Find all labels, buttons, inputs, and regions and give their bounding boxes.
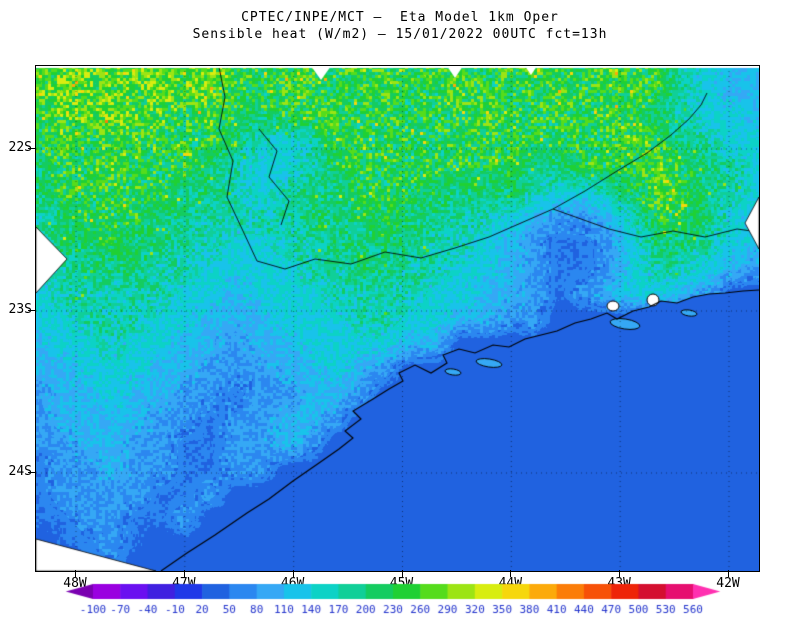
chart-titles: CPTEC/INPE/MCT — Eta Model 1km Oper Sens… bbox=[0, 9, 800, 43]
lat-tick bbox=[28, 148, 35, 149]
lat-tick bbox=[28, 310, 35, 311]
lat-tick bbox=[28, 472, 35, 473]
map-plot-frame bbox=[35, 65, 760, 572]
lon-tick bbox=[75, 570, 76, 577]
sensible-heat-field-canvas bbox=[36, 66, 759, 571]
lon-tick bbox=[292, 570, 294, 577]
chart-title-line1: CPTEC/INPE/MCT — Eta Model 1km Oper bbox=[241, 10, 559, 25]
lat-tick-label: 24S bbox=[8, 464, 32, 479]
lat-tick-label: 23S bbox=[8, 302, 32, 317]
chart-title-line2: Sensible heat (W/m2) – 15/01/2022 00UTC … bbox=[192, 27, 608, 42]
lat-tick-label: 22S bbox=[8, 140, 32, 155]
lon-tick bbox=[401, 570, 403, 577]
lon-tick bbox=[728, 570, 729, 577]
lon-tick bbox=[619, 570, 621, 577]
colorbar bbox=[55, 583, 745, 618]
lon-tick bbox=[510, 570, 512, 577]
lon-tick bbox=[183, 570, 185, 577]
